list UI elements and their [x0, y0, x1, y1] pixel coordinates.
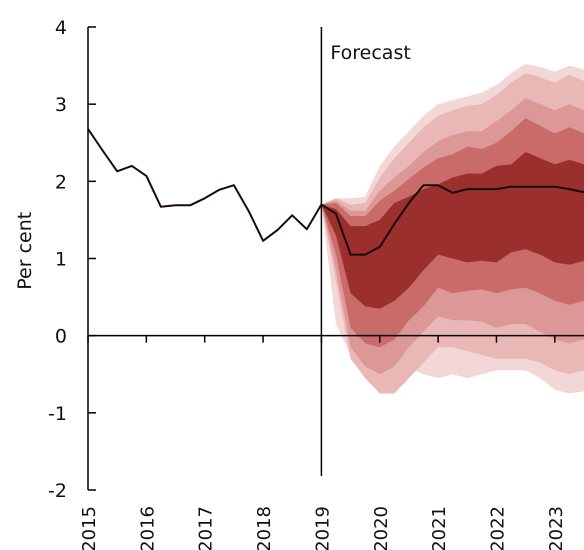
y-tick-label: 2	[55, 171, 67, 193]
y-tick-label: 4	[55, 17, 67, 39]
fan-bands	[321, 64, 584, 394]
x-tick-label: 2018	[254, 506, 275, 550]
x-tick-label: 2023	[546, 506, 567, 550]
forecast-annotation: Forecast	[330, 42, 410, 64]
y-tick-label: 0	[55, 326, 67, 348]
fan-band-1	[321, 152, 584, 309]
series-line-1	[87, 128, 584, 256]
y-tick-label: 3	[55, 94, 67, 116]
y-axis-title: Per cent	[14, 212, 36, 290]
x-tick-label: 2016	[137, 506, 158, 550]
x-tick-label: 2022	[487, 506, 508, 550]
x-tick-label: 2021	[429, 506, 450, 550]
x-tick-label: 2015	[79, 506, 100, 550]
y-tick-label: -2	[48, 480, 67, 502]
ticks: -2 -1 0 1 2 3 4 2015 2016 2017 2018 2019 2020 2021 202…	[48, 17, 567, 550]
x-tick-label: 2019	[312, 506, 333, 550]
x-tick-label: 2020	[371, 506, 392, 550]
series-lines	[87, 128, 584, 256]
labels: Per cent Forecast	[14, 42, 411, 290]
y-tick-label: -1	[48, 403, 67, 425]
y-tick-label: 1	[55, 249, 67, 271]
x-tick-label: 2017	[196, 506, 217, 550]
